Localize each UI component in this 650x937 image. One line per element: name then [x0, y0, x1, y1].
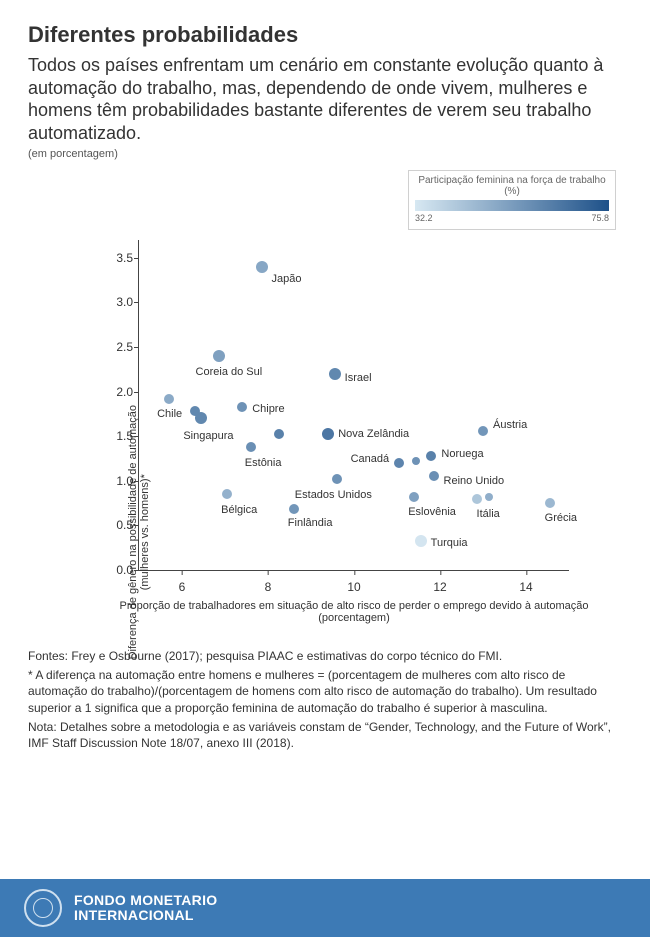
footer-org: FONDO MONETARIO INTERNACIONAL — [74, 893, 217, 922]
data-point-label: Reino Unido — [444, 475, 505, 487]
data-point — [545, 498, 555, 508]
data-point — [237, 402, 247, 412]
legend-title: Participação feminina na força de trabal… — [415, 175, 609, 197]
x-axis-label-2: (porcentagem) — [119, 612, 588, 624]
y-tick: 2.0 — [116, 385, 133, 399]
data-point — [322, 428, 334, 440]
note-line: Nota: Detalhes sobre a metodologia e as … — [28, 719, 622, 751]
data-point — [164, 394, 174, 404]
legend-gradient — [415, 200, 609, 211]
data-point-label: Eslovênia — [408, 506, 456, 518]
y-tick: 3.5 — [116, 251, 133, 265]
data-point — [190, 406, 200, 416]
color-legend: Participação feminina na força de trabal… — [408, 170, 616, 230]
data-point — [256, 261, 268, 273]
x-tick: 8 — [265, 580, 272, 594]
data-point — [222, 489, 232, 499]
y-tick: 0.5 — [116, 518, 133, 532]
data-point — [415, 535, 427, 547]
y-tick: 1.0 — [116, 474, 133, 488]
x-tick: 6 — [179, 580, 186, 594]
footnotes: Fontes: Frey e Osbourne (2017); pesquisa… — [28, 648, 622, 751]
data-point — [289, 504, 299, 514]
x-tick: 10 — [347, 580, 360, 594]
data-point — [332, 474, 342, 484]
data-point-label: Áustria — [493, 419, 527, 431]
data-point-label: Israel — [345, 372, 372, 384]
y-tick: 2.5 — [116, 340, 133, 354]
page-title: Diferentes probabilidades — [28, 22, 622, 48]
data-point-label: Itália — [477, 508, 500, 520]
data-point-label: Canadá — [351, 453, 390, 465]
data-point — [246, 442, 256, 452]
data-point-label: Finlândia — [288, 517, 333, 529]
data-point-label: Noruega — [441, 448, 483, 460]
x-axis-label: Proporção de trabalhadores em situação d… — [119, 600, 588, 624]
footer-bar: FONDO MONETARIO INTERNACIONAL — [0, 879, 650, 937]
data-point-label: Bélgica — [221, 504, 257, 516]
imf-seal-icon — [24, 889, 62, 927]
data-point — [429, 471, 439, 481]
data-point-label: Chipre — [252, 403, 284, 415]
data-point-label: Nova Zelândia — [338, 428, 409, 440]
footer-org-2: INTERNACIONAL — [74, 908, 217, 923]
data-point — [394, 458, 404, 468]
data-point — [485, 493, 493, 501]
data-point-label: Coreia do Sul — [196, 366, 263, 378]
data-point-label: Turquia — [431, 537, 468, 549]
x-tick: 12 — [433, 580, 446, 594]
data-point — [412, 457, 420, 465]
source-line: Fontes: Frey e Osbourne (2017); pesquisa… — [28, 648, 622, 664]
legend-min: 32.2 — [415, 213, 433, 223]
data-point — [472, 494, 482, 504]
data-point — [409, 492, 419, 502]
data-point-label: Japão — [272, 273, 302, 285]
data-point-label: Singapura — [183, 430, 233, 442]
data-point-label: Estados Unidos — [295, 489, 372, 501]
method-line: * A diferença na automação entre homens … — [28, 667, 622, 716]
page-subtitle: Todos os países enfrentam um cenário em … — [28, 54, 622, 144]
x-axis-label-1: Proporção de trabalhadores em situação d… — [119, 600, 588, 612]
data-point — [329, 368, 341, 380]
data-point-label: Grécia — [545, 512, 577, 524]
x-tick: 14 — [519, 580, 532, 594]
legend-max: 75.8 — [591, 213, 609, 223]
footer-org-1: FONDO MONETARIO — [74, 893, 217, 908]
y-tick: 3.0 — [116, 295, 133, 309]
data-point — [213, 350, 225, 362]
plot-area: Diferença de gênero na possibilidade de … — [138, 240, 569, 571]
data-point — [274, 429, 284, 439]
data-point — [478, 426, 488, 436]
scatter-chart: Participação feminina na força de trabal… — [28, 170, 622, 630]
y-tick: 0.0 — [116, 563, 133, 577]
unit-note: (em porcentagem) — [28, 148, 622, 160]
data-point-label: Estônia — [245, 457, 282, 469]
data-point — [426, 451, 436, 461]
data-point-label: Chile — [157, 408, 182, 420]
y-tick: 1.5 — [116, 429, 133, 443]
